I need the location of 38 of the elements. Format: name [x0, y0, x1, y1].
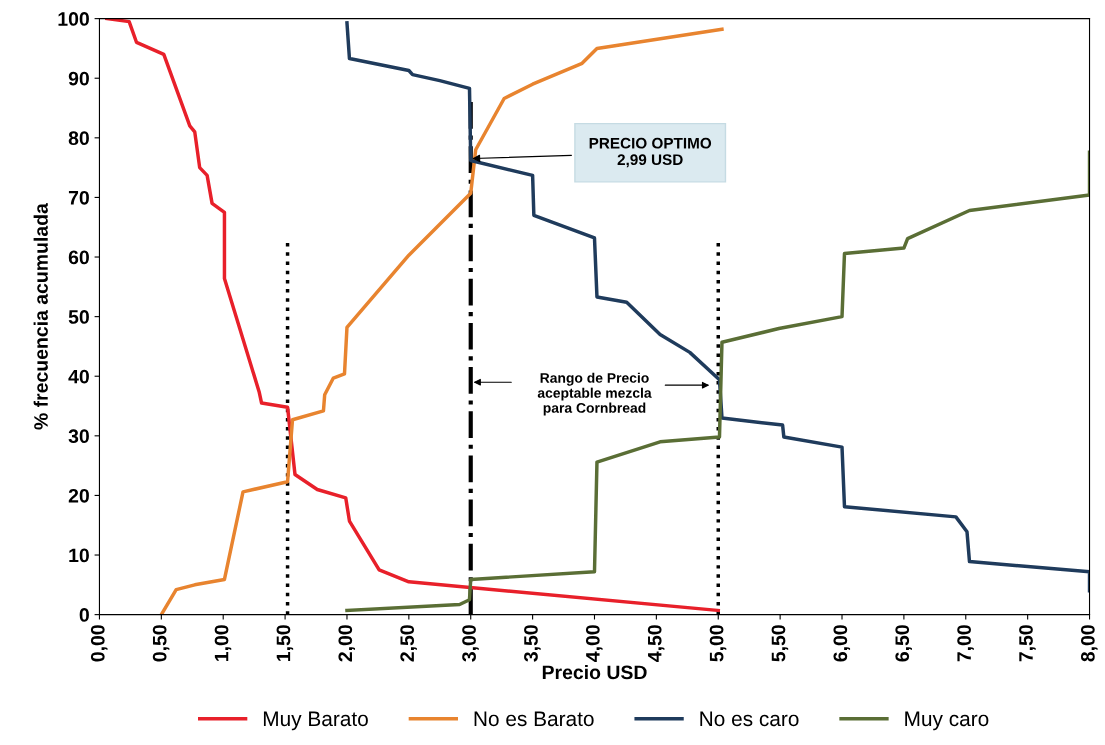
x-tick-label: 7,00 [957, 625, 974, 662]
x-tick-label: 2,50 [400, 625, 417, 662]
line-series [345, 150, 1090, 613]
x-tick-label: 0,00 [90, 625, 108, 662]
y-tick-label: 50 [68, 310, 89, 324]
x-tick-label: 2,00 [338, 625, 356, 662]
x-tick-label: 5,50 [771, 625, 789, 662]
x-axis-title: Precio USD [542, 664, 647, 680]
y-tick-label: 100 [58, 12, 89, 26]
x-tick-label: 3,50 [524, 625, 541, 662]
y-tick-label: 80 [68, 131, 89, 146]
x-tick-label: 3,00 [462, 625, 479, 662]
x-tick-label: 4,50 [647, 625, 665, 662]
y-tick-label: 60 [68, 250, 89, 265]
legend-label: No es Barato [474, 711, 594, 727]
annotation: Rango de Precio aceptable mezcla para Cornbread [537, 372, 652, 416]
y-tick-label: 70 [68, 190, 89, 205]
x-tick-label: 0,50 [152, 625, 170, 662]
y-tick-label: 0 [79, 608, 89, 622]
legend-label: Muy Barato [263, 711, 368, 731]
y-tick-label: 10 [69, 548, 89, 563]
x-tick-label: 1,50 [276, 625, 294, 661]
y-axis-title: % frecuencia acumulada [33, 203, 48, 430]
x-tick-label: 8,00 [1080, 625, 1098, 662]
x-tick-label: 5,00 [709, 625, 727, 662]
x-tick-label: 4,00 [585, 625, 603, 662]
x-tick-label: 6,50 [895, 625, 912, 662]
legend-label: No es caro [700, 711, 799, 727]
y-tick-label: 40 [68, 369, 89, 384]
y-tick-label: 90 [68, 71, 89, 86]
x-tick-label: 6,00 [833, 625, 851, 662]
line-series [345, 21, 1090, 593]
x-tick-label: 7,50 [1019, 625, 1036, 662]
annotation: PRECIO OPTIMO 2,99 USD [589, 137, 712, 168]
y-tick-label: 20 [68, 488, 89, 503]
x-tick-label: 1,00 [214, 625, 232, 661]
legend-label: Muy caro [905, 711, 989, 731]
y-tick-label: 30 [68, 429, 89, 444]
